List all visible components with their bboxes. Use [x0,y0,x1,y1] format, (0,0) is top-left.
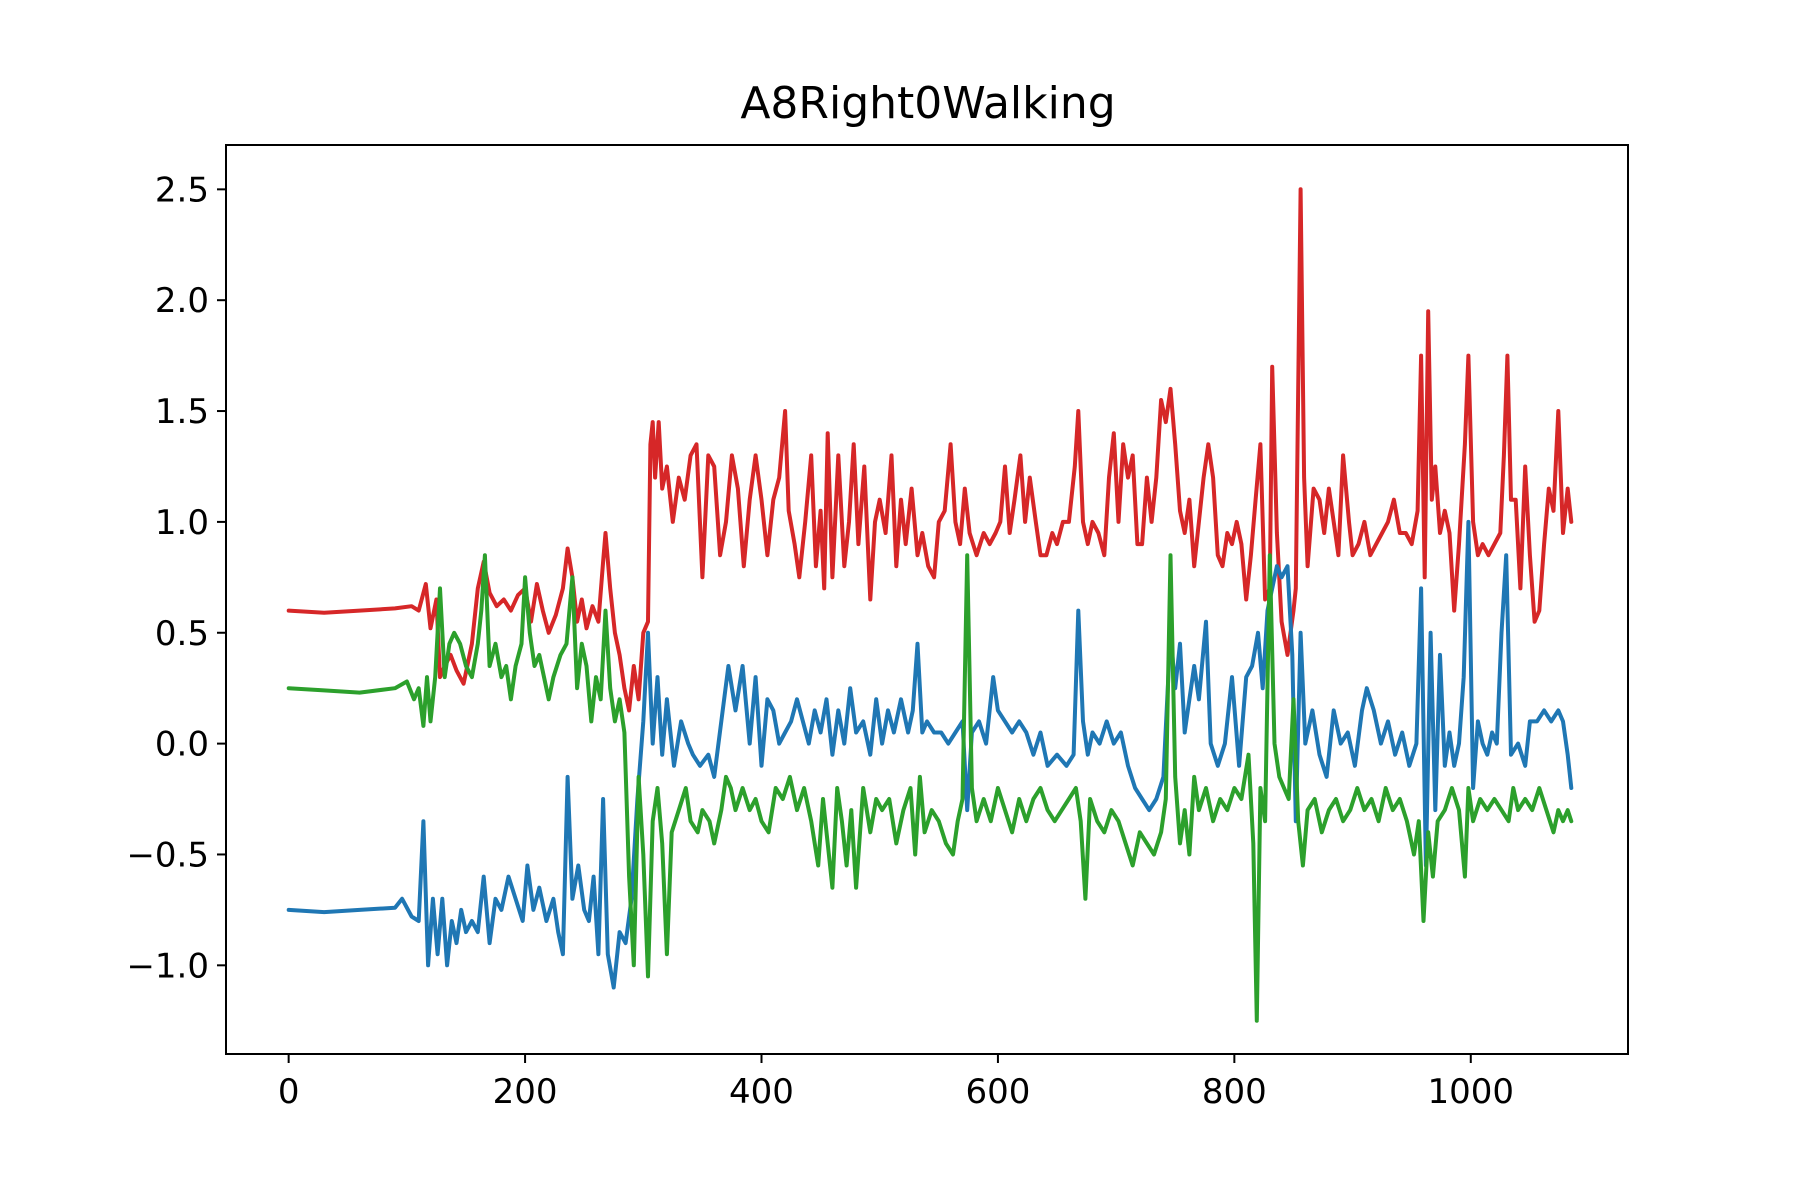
x-tick-label: 1000 [1428,1072,1515,1112]
x-axis: 0 200 400 600 800 1000 [278,1054,1514,1112]
y-tick-label: 0.0 [155,725,209,765]
x-tick-label: 800 [1202,1072,1267,1112]
chart-title: A8Right0Walking [740,78,1115,129]
x-tick-label: 400 [729,1072,794,1112]
plot-frame [225,144,1629,1055]
x-tick-label: 200 [493,1072,558,1112]
y-tick-label: 1.0 [155,503,209,543]
series-line-2 [286,553,1574,1023]
plot-series-group [286,187,1574,1023]
series-line-1 [286,519,1574,990]
y-tick-label: 2.0 [155,281,209,321]
y-tick-label: −1.0 [126,946,209,986]
y-tick-label: 1.5 [155,392,209,432]
x-tick-label: 0 [278,1072,300,1112]
series-line-0 [286,187,1574,713]
y-tick-label: −0.5 [126,835,209,875]
y-tick-label: 2.5 [155,170,209,210]
y-axis: −1.0 −0.5 0.0 0.5 1.0 1.5 2.0 2.5 [126,170,226,986]
y-tick-label: 0.5 [155,614,209,654]
x-tick-label: 600 [965,1072,1030,1112]
